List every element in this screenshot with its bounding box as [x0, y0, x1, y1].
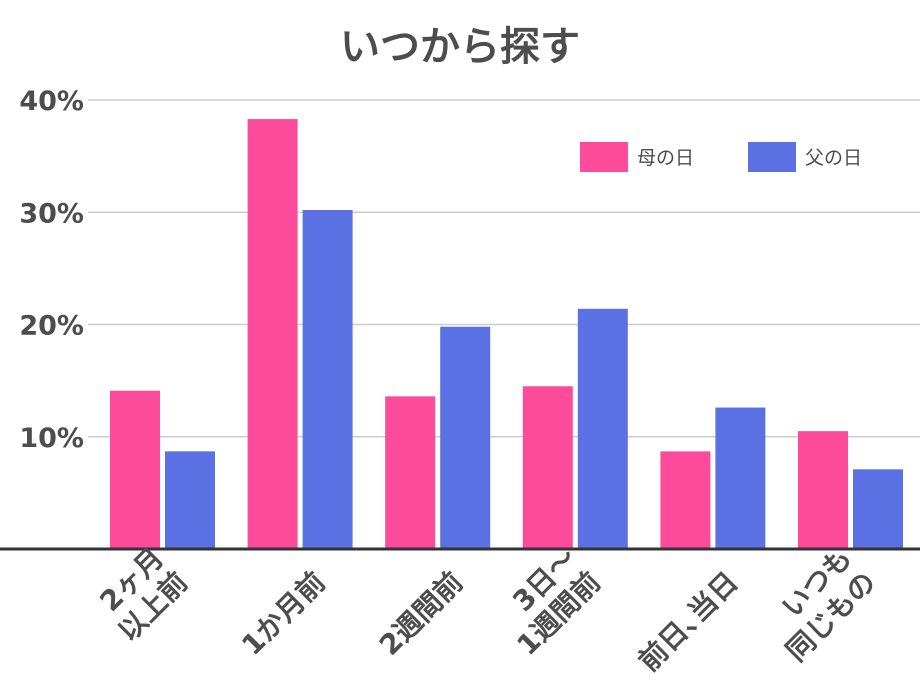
chart-title: いつから探す [340, 24, 580, 70]
bar-mothers-day [247, 119, 298, 550]
x-tick-label-line: 前日､当日 [632, 565, 744, 677]
y-axis-ticks: 10% 20% 30% 40% [19, 86, 84, 454]
x-tick-label: 2週間前 [373, 565, 470, 662]
bar-mothers-day [110, 390, 160, 549]
y-tick-label: 20% [19, 311, 84, 342]
bar-fathers-day [302, 210, 353, 549]
bars [110, 119, 903, 550]
bar-mothers-day [798, 431, 848, 549]
legend-swatch [748, 142, 796, 172]
bar-mothers-day [385, 396, 436, 549]
y-tick-label: 10% [19, 423, 84, 454]
x-tick-label-line: 1か月前 [235, 565, 332, 662]
x-tick-label: 3日〜1週間前 [506, 541, 607, 662]
bar-fathers-day [577, 308, 628, 549]
x-tick-label: 前日､当日 [632, 565, 744, 677]
y-tick-label: 30% [19, 198, 84, 229]
y-tick-label: 40% [19, 86, 84, 117]
legend-swatch [580, 142, 628, 172]
gridlines [88, 99, 920, 438]
legend-label: 母の日 [637, 147, 694, 169]
bar-mothers-day [522, 386, 573, 549]
bar-fathers-day [165, 451, 215, 549]
x-tick-label-line: 2週間前 [373, 565, 470, 662]
bar-fathers-day [853, 469, 903, 549]
legend-label: 父の日 [805, 147, 862, 169]
bar-mothers-day [660, 451, 711, 549]
x-tick-label: 1か月前 [235, 565, 332, 662]
legend: 母の日 父の日 [580, 142, 862, 172]
bar-fathers-day [715, 407, 766, 549]
bar-fathers-day [440, 326, 491, 549]
